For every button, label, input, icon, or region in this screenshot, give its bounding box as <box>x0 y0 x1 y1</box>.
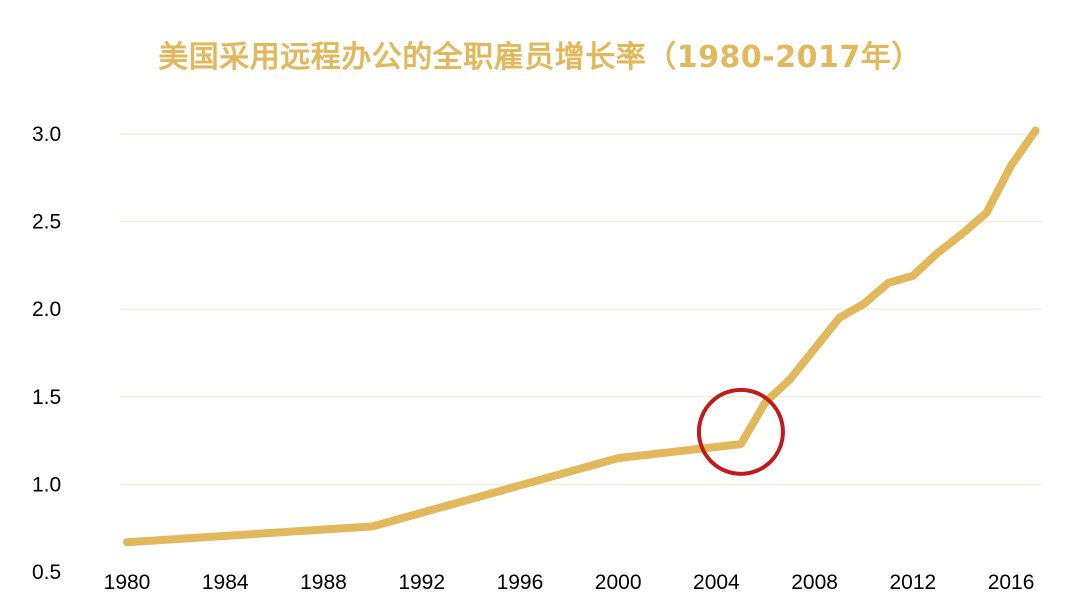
y-tick-label: 1.0 <box>32 473 61 496</box>
y-tick-label: 3.0 <box>32 123 61 146</box>
y-tick-label: 2.5 <box>32 211 61 234</box>
y-axis-ticks: 0.5 1.0 1.5 2.0 2.5 3.0 <box>32 123 61 584</box>
annotation-layer <box>696 387 785 476</box>
x-tick-label: 1984 <box>202 571 249 594</box>
x-tick-label: 2008 <box>791 571 838 594</box>
x-axis-ticks: 1980 1984 1988 1992 1996 2000 2004 2008 2012 2016 <box>104 571 1035 594</box>
highlight-circle <box>696 387 785 476</box>
y-tick-label: 0.5 <box>32 561 61 584</box>
x-tick-label: 2004 <box>693 571 740 594</box>
y-tick-label: 2.0 <box>32 298 61 321</box>
x-tick-label: 2012 <box>889 571 936 594</box>
x-tick-label: 1980 <box>104 571 151 594</box>
grid-lines <box>120 133 1042 486</box>
series-layer <box>123 126 1040 547</box>
x-tick-label: 1996 <box>497 571 544 594</box>
x-tick-label: 1992 <box>398 571 445 594</box>
x-tick-label: 1988 <box>300 571 347 594</box>
y-tick-label: 1.5 <box>32 386 61 409</box>
chart-title: 美国采用远程办公的全职雇员增长率（1980-2017年） <box>158 40 922 75</box>
x-tick-label: 2016 <box>988 571 1035 594</box>
x-tick-label: 2000 <box>595 571 642 594</box>
series-line <box>123 126 1040 547</box>
